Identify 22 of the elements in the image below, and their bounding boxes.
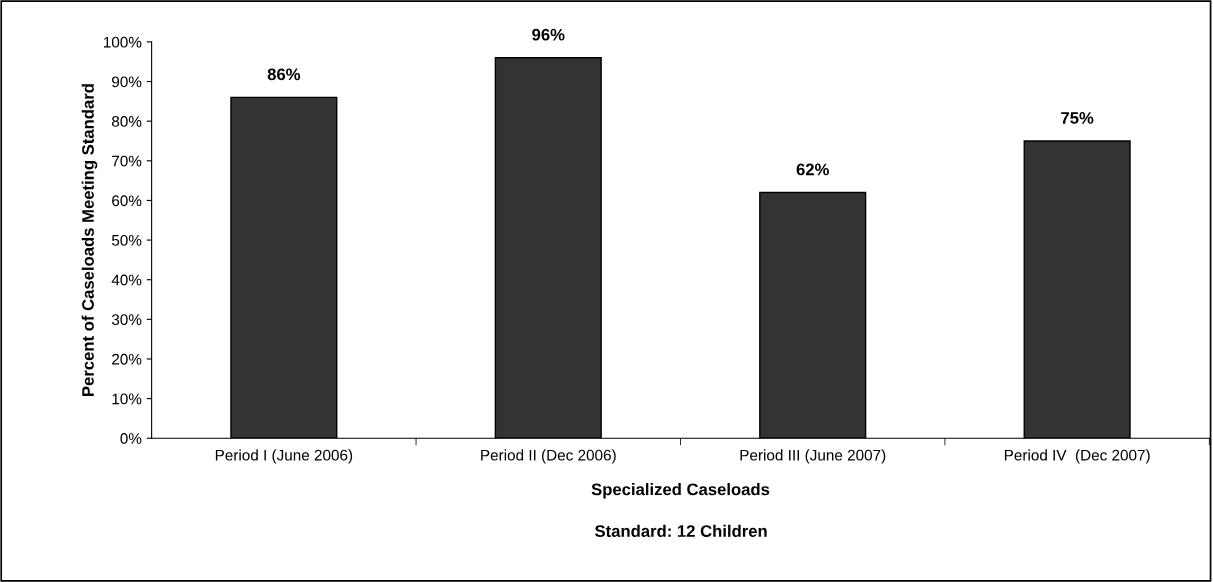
y-tick-label: 60% [112,195,142,207]
y-tick-label: 50% [111,234,142,246]
y-tick-label: 80% [111,116,142,127]
y-tick-label: 20% [112,353,142,365]
x-tick-label: Period II (Dec 2006) [481,449,616,464]
x-axis-title: Specialized Caseloads [591,483,770,499]
y-tick-label: 70% [112,155,142,167]
x-tick-label: Period IV (Dec 2007) [1004,449,1150,464]
data-label: 75% [1061,112,1094,124]
y-tick-label: 10% [112,393,142,405]
y-tick-label: 100% [103,36,142,48]
x-tick-label: Period I (June 2006) [215,449,353,464]
y-tick-label: 40% [111,274,142,286]
text: Standard: 12 Children [595,524,767,537]
y-tick-label: 0% [120,433,142,444]
y-tick-label: 30% [111,314,142,326]
x-tick-label: Period III (June 2007) [740,449,886,464]
y-tick-label: 90% [112,76,142,88]
data-label: 86% [267,68,301,81]
data-label: 96% [532,28,565,41]
y-axis-title: Percent of Caseloads Meeting Standard [81,84,98,396]
data-label: 62% [796,163,829,176]
